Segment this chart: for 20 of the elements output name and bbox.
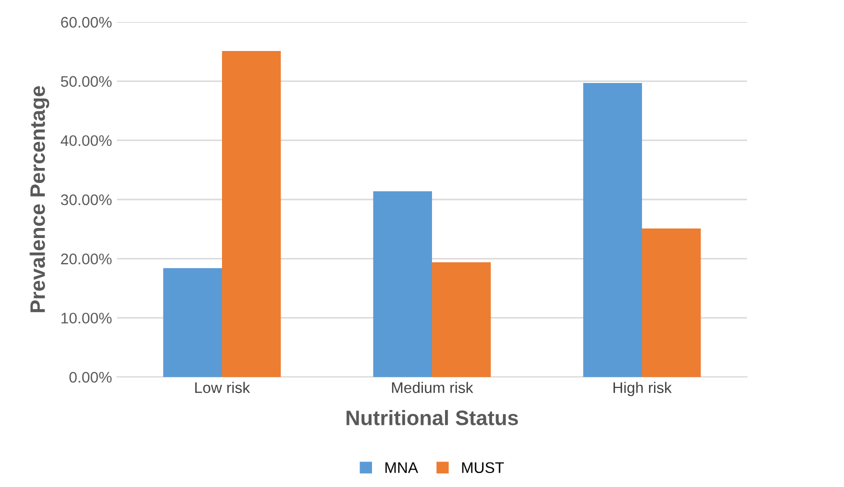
x-tick-label: High risk [614, 382, 672, 396]
y-tick-label: 60.00% [61, 16, 112, 28]
legend-label: MUST [462, 462, 504, 474]
y-tick-label: 10.00% [61, 312, 112, 324]
x-tick-label: Low risk [195, 382, 250, 394]
y-tick-label: 20.00% [61, 254, 112, 264]
y-tick-label: 40.00% [60, 135, 112, 146]
bar [583, 82, 642, 377]
x-axis-title: Nutritional Status [346, 410, 518, 426]
y-axis-title: Prevalence Percentage [30, 86, 50, 312]
y-tick-label: 30.00% [60, 194, 112, 206]
y-tick-label: 50.00% [60, 76, 112, 87]
bar [642, 228, 701, 377]
bar [373, 191, 432, 377]
bar [222, 50, 281, 377]
legend-label: MNA [385, 462, 418, 473]
y-tick-label: 0.00% [69, 372, 112, 383]
bar [163, 268, 222, 377]
x-tick-label: Medium risk [392, 382, 474, 394]
bar [432, 262, 491, 377]
